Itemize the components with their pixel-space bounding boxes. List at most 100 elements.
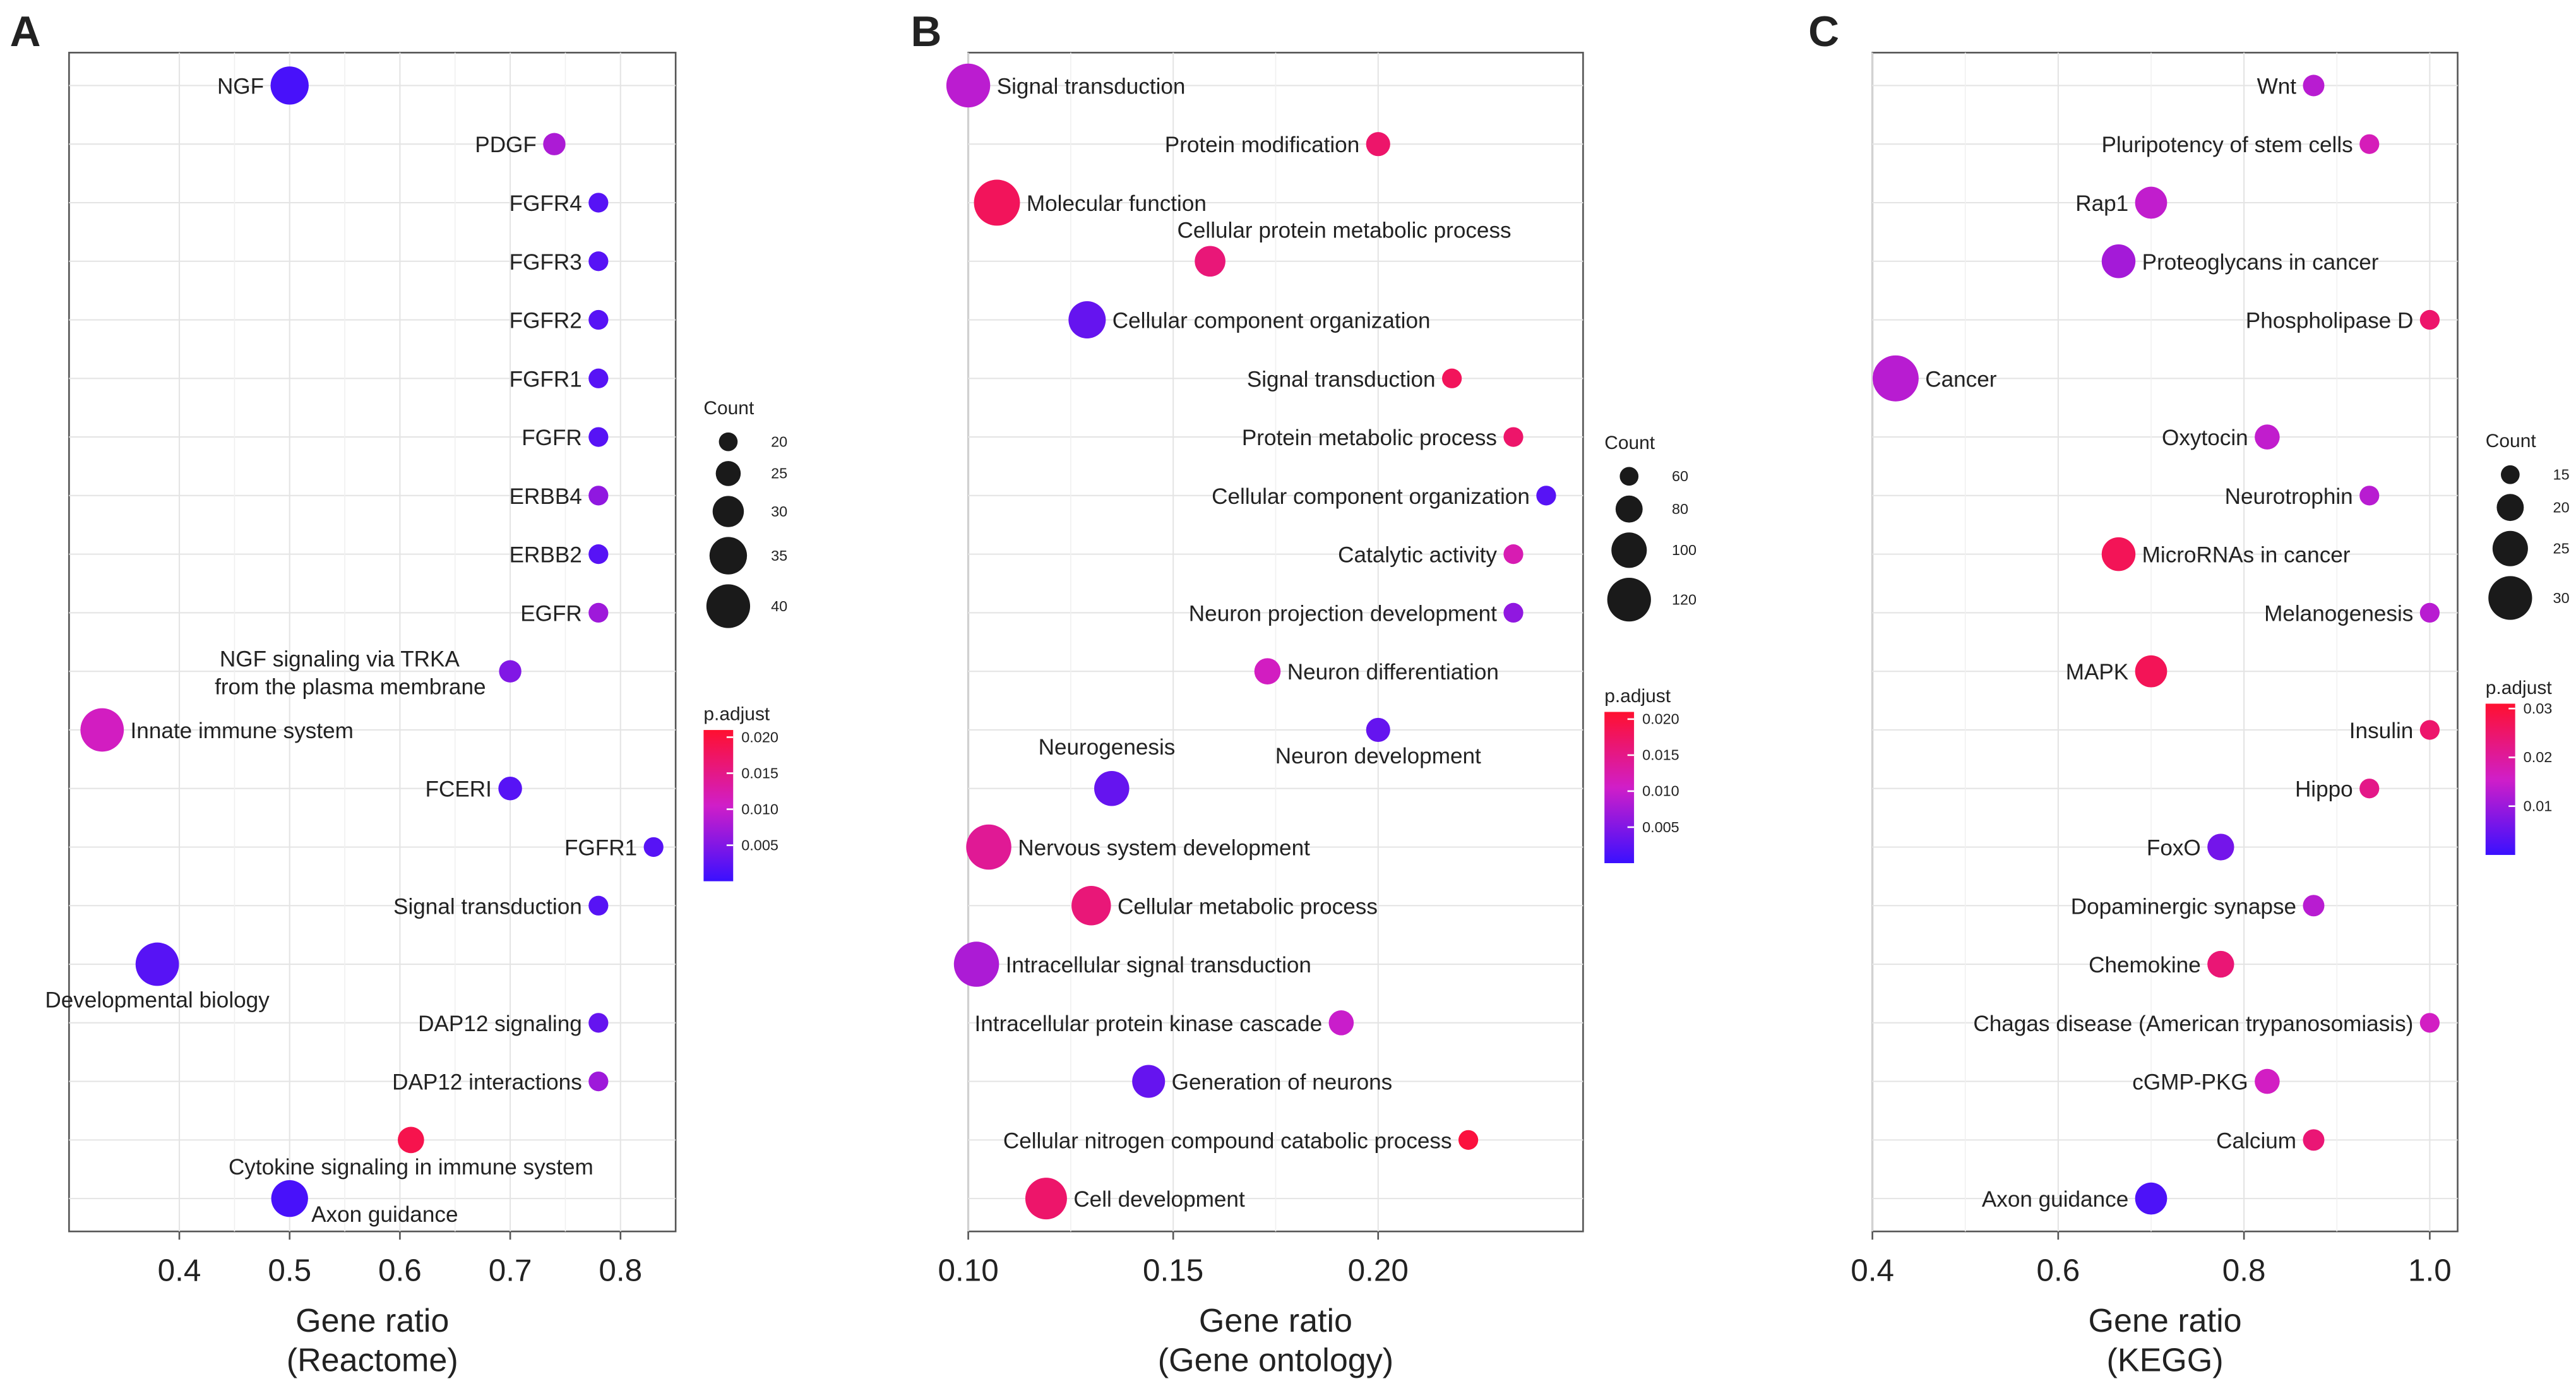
data-label: Cellular nitrogen compound catabolic pro…	[1003, 1128, 1452, 1153]
legend-size-label: 60	[1672, 468, 1688, 484]
legend-color-label: 0.020	[741, 729, 778, 745]
data-label: DAP12 interactions	[392, 1070, 582, 1095]
data-label: Neurogenesis	[1039, 735, 1176, 760]
data-point	[974, 179, 1020, 226]
data-point	[135, 942, 179, 986]
legend-count-title: Count	[703, 398, 754, 419]
data-label: Cytokine signaling in immune system	[229, 1155, 593, 1180]
legend-size-label: 30	[2553, 590, 2570, 606]
data-point	[2359, 486, 2380, 506]
data-point	[1503, 602, 1524, 623]
legend-size-dot	[2496, 494, 2524, 522]
data-label: ERBB2	[510, 543, 582, 568]
legend-color-title: p.adjust	[2486, 678, 2553, 698]
data-label: Pluripotency of stem cells	[2101, 133, 2352, 157]
data-label: NGF	[217, 74, 264, 99]
data-label: Intracellular signal transduction	[1006, 953, 1311, 977]
legend-size-dot	[2488, 576, 2532, 620]
legend-size-label: 100	[1672, 542, 1696, 558]
x-tick-label: 0.7	[489, 1253, 532, 1287]
data-point	[2135, 655, 2168, 688]
data-label: Dopaminergic synapse	[2071, 894, 2296, 919]
data-point	[498, 776, 522, 801]
data-point	[1366, 132, 1390, 157]
data-label: Protein modification	[1165, 133, 1359, 157]
data-point	[1366, 717, 1390, 743]
x-tick-label: 0.5	[268, 1253, 311, 1287]
data-point	[588, 368, 609, 388]
legend-size-dot	[1615, 495, 1643, 523]
data-label: DAP12 signaling	[418, 1012, 582, 1036]
legend-color-label: 0.015	[1642, 747, 1679, 763]
data-label: FGFR3	[510, 250, 582, 275]
data-point	[1503, 544, 1524, 565]
legend-size-label: 120	[1672, 591, 1696, 607]
data-point	[1071, 886, 1111, 926]
data-label: FGFR1	[564, 836, 637, 861]
legend-size-dot	[2501, 465, 2520, 484]
legend-size-dot	[712, 496, 744, 527]
data-label: Neuron projection development	[1189, 601, 1497, 626]
data-point	[588, 895, 609, 916]
panel-b: B 0.10 0.15 0.20 Gene ratio(Gene ontology) Si…	[910, 8, 1696, 1379]
data-label: Calcium	[2216, 1128, 2296, 1153]
legend-size-dot	[706, 584, 751, 628]
data-point	[1195, 246, 1225, 277]
data-point	[588, 1071, 609, 1092]
data-label: FCERI	[426, 777, 492, 802]
data-point	[588, 427, 609, 447]
data-point	[588, 251, 609, 272]
data-point	[1132, 1065, 1166, 1098]
plot-area	[1871, 52, 2459, 1233]
legend-color-label: 0.015	[741, 765, 778, 781]
legend-count-title: Count	[2486, 431, 2537, 451]
data-point	[588, 193, 609, 213]
x-tick-label: 0.4	[158, 1253, 201, 1287]
data-point	[2135, 1182, 2168, 1215]
data-point	[953, 941, 999, 987]
legend-size-label: 40	[771, 598, 787, 614]
data-point	[1536, 486, 1556, 506]
legend-size-label: 20	[771, 433, 787, 450]
data-point	[80, 708, 124, 752]
data-label: PDGF	[475, 133, 537, 157]
x-tick-label: 0.20	[1348, 1253, 1409, 1287]
legend-colorbar	[703, 730, 734, 881]
data-point	[643, 837, 664, 857]
data-label: Signal transduction	[393, 894, 582, 919]
data-label: Signal transduction	[997, 74, 1186, 99]
data-label: Cellular metabolic process	[1118, 894, 1378, 919]
data-point	[2207, 833, 2234, 861]
data-point	[946, 63, 991, 108]
x-axis-title: Gene ratio	[295, 1303, 449, 1339]
panel-letter: A	[10, 8, 41, 56]
data-point	[398, 1126, 424, 1154]
data-label: Molecular function	[1027, 191, 1207, 216]
data-label: NGF signaling via TRKA	[220, 647, 460, 671]
x-tick-label: 0.6	[378, 1253, 422, 1287]
data-point	[588, 486, 609, 506]
legend-color-label: 0.010	[741, 801, 778, 817]
data-point	[2255, 424, 2280, 450]
data-label: Neuron differentiation	[1287, 660, 1499, 684]
data-label: Catalytic activity	[1338, 543, 1497, 568]
data-point	[2135, 186, 2168, 219]
legend-count-title: Count	[1604, 433, 1655, 453]
legend-color-label: 0.010	[1642, 783, 1679, 799]
data-label: Melanogenesis	[2264, 601, 2413, 626]
data-label: Chagas disease (American trypanosomiasis…	[1973, 1012, 2413, 1036]
data-label: Nervous system development	[1018, 836, 1310, 861]
x-tick-label: 0.15	[1143, 1253, 1203, 1287]
panel-letter: B	[910, 8, 941, 56]
x-axis-subtitle: (Reactome)	[287, 1342, 458, 1379]
data-point	[1458, 1130, 1479, 1150]
data-point	[2359, 779, 2380, 799]
data-point	[588, 309, 609, 330]
x-tick-label: 0.6	[2036, 1253, 2080, 1287]
data-label: Neurotrophin	[2225, 484, 2353, 509]
data-point	[2303, 75, 2325, 97]
legend-color-label: 0.005	[741, 837, 778, 853]
legend-size-label: 25	[771, 465, 787, 482]
legend-color-label: 0.020	[1642, 711, 1679, 727]
legend-size-label: 15	[2553, 467, 2570, 483]
